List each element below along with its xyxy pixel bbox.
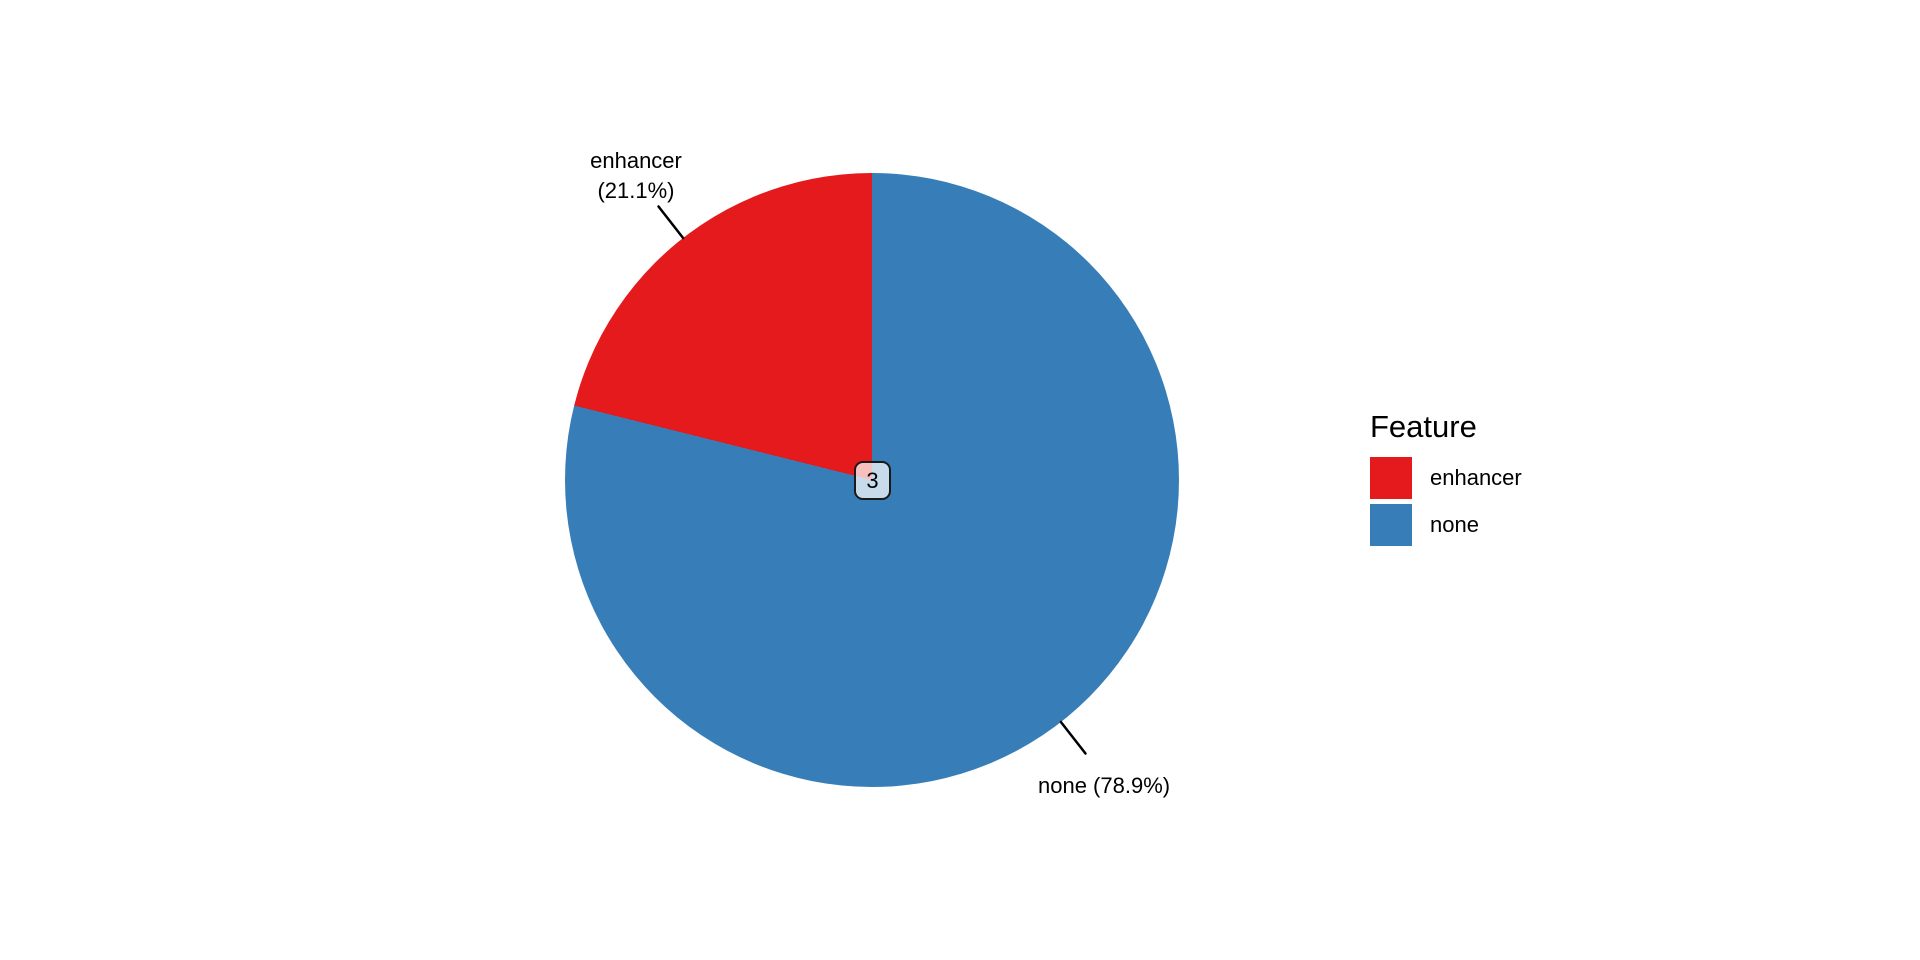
leader-line-none <box>1059 720 1087 755</box>
legend-title: Feature <box>1370 409 1477 444</box>
slice-callout-enhancer: enhancer (21.1%) <box>546 146 726 206</box>
center-count-badge: 3 <box>854 461 891 500</box>
legend-entry-enhancer: enhancer <box>1370 457 1522 499</box>
legend-entry-none: none <box>1370 504 1522 546</box>
legend: Feature enhancer none <box>1370 409 1522 551</box>
legend-label-none: none <box>1430 512 1479 537</box>
slice-callout-enhancer-name: enhancer <box>590 148 682 173</box>
legend-label-enhancer: enhancer <box>1430 465 1522 490</box>
leader-line-enhancer <box>657 205 685 240</box>
legend-swatch-enhancer <box>1370 457 1412 499</box>
slice-callout-enhancer-percent: (21.1%) <box>597 178 675 203</box>
legend-swatch-none <box>1370 504 1412 546</box>
slice-callout-none: none (78.9%) <box>1038 773 1171 798</box>
